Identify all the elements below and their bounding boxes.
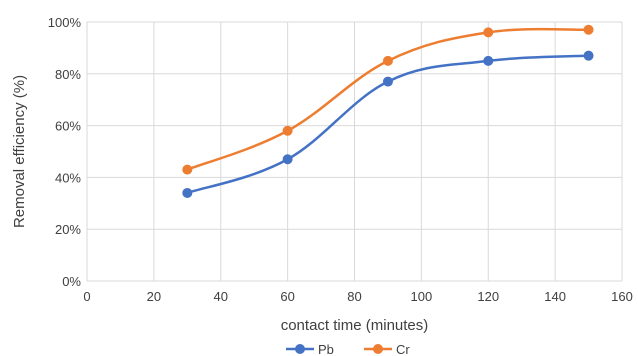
x-tick-label: 160 <box>611 289 633 304</box>
x-tick-label: 0 <box>83 289 90 304</box>
data-point-pb <box>483 55 494 66</box>
x-tick-label: 20 <box>147 289 161 304</box>
x-axis-ticks: 0 20 40 60 80 100 120 140 160 <box>83 289 632 304</box>
y-tick-label: 60% <box>55 119 81 134</box>
legend-marker <box>373 344 383 354</box>
series-line-pb <box>186 54 589 195</box>
legend-marker <box>295 344 305 354</box>
legend: Pb Cr <box>286 342 410 356</box>
y-tick-label: 100% <box>48 15 82 30</box>
data-point-pb <box>382 76 393 87</box>
series-pb <box>182 50 594 198</box>
data-point-pb <box>583 50 594 61</box>
legend-label: Cr <box>396 342 410 356</box>
data-point-cr <box>382 55 393 66</box>
data-point-pb <box>182 187 193 198</box>
x-tick-label: 120 <box>477 289 499 304</box>
x-tick-label: 60 <box>280 289 294 304</box>
x-tick-label: 40 <box>214 289 228 304</box>
legend-item-cr: Cr <box>364 342 410 356</box>
data-point-cr <box>583 24 594 35</box>
series-layer <box>182 24 594 198</box>
y-tick-label: 40% <box>55 170 81 185</box>
x-tick-label: 80 <box>347 289 361 304</box>
x-axis-title: contact time (minutes) <box>281 317 429 334</box>
x-tick-label: 100 <box>411 289 433 304</box>
x-tick-label: 140 <box>544 289 566 304</box>
y-axis-ticks: 0% 20% 40% 60% 80% 100% <box>48 15 82 289</box>
y-tick-label: 20% <box>55 222 81 237</box>
data-point-cr <box>182 164 193 175</box>
data-point-cr <box>282 125 293 136</box>
y-axis-title: Removal efficiency (%) <box>11 75 28 228</box>
y-tick-label: 0% <box>62 274 81 289</box>
data-point-cr <box>483 27 494 38</box>
data-point-pb <box>282 154 293 165</box>
legend-label: Pb <box>318 342 334 356</box>
grid <box>86 21 623 282</box>
series-cr <box>182 24 594 175</box>
legend-item-pb: Pb <box>286 342 334 356</box>
series-line-cr <box>186 27 589 171</box>
y-tick-label: 80% <box>55 67 81 82</box>
